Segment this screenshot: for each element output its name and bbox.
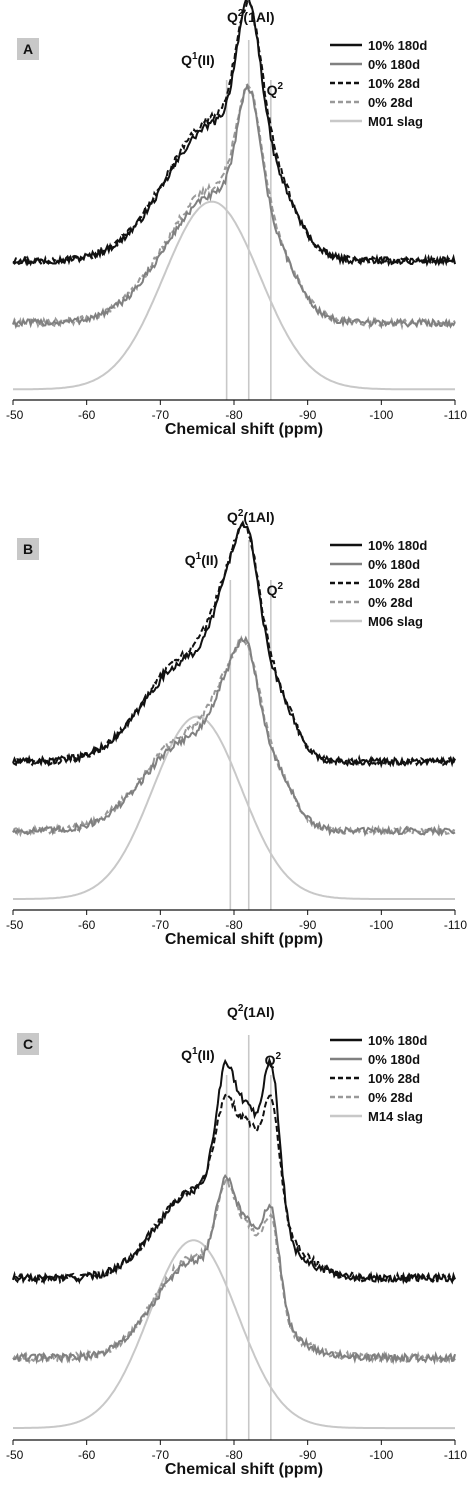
peak-label: Q1(II) (181, 1046, 215, 1063)
x-tick-label: -70 (152, 918, 170, 932)
x-tick-label: -70 (152, 408, 170, 422)
x-tick-label: -50 (6, 408, 24, 422)
x-axis-title: Chemical shift (ppm) (165, 421, 323, 438)
series-line-0-180d (12, 83, 456, 330)
legend-label: 0% 28d (368, 1090, 413, 1105)
x-tick-label: -80 (225, 408, 243, 422)
x-tick-label: -110 (444, 408, 467, 422)
peak-label: Q2 (267, 581, 284, 598)
panel-letter-badge (17, 538, 39, 560)
panel-a: A -50 -60 -70 -80 -90 -100 -110 Chemical shift (… (6, 0, 467, 438)
x-tick-label: -100 (369, 918, 393, 932)
x-tick-label: -50 (6, 918, 24, 932)
x-tick-label: -100 (369, 1448, 393, 1462)
x-tick-label: -50 (6, 1448, 24, 1462)
x-tick-label: -110 (444, 918, 467, 932)
series-line-m01-slag (13, 200, 455, 391)
x-tick-label: -110 (444, 1448, 467, 1462)
series-line-0-180d (12, 1174, 456, 1366)
panel-c: C -50 -60 -70 -80 -90 -100 -110 Chemical shift (… (6, 1003, 467, 1478)
x-tick-label: -80 (225, 918, 243, 932)
x-tick-label: -100 (369, 408, 393, 422)
series-line-m14-slag (13, 1239, 455, 1430)
series-line-0-28d (12, 1177, 456, 1365)
legend-label: 0% 28d (368, 95, 413, 110)
x-tick-label: -90 (299, 408, 317, 422)
peak-label: Q1(II) (185, 551, 219, 568)
peak-label: Q2(1Al) (227, 8, 275, 25)
panel-letter-badge (17, 1033, 39, 1055)
x-tick-label: -90 (299, 918, 317, 932)
x-tick-label: -80 (225, 1448, 243, 1462)
series-line-10-180d (12, 519, 456, 769)
legend-label: 10% 180d (368, 538, 427, 553)
series-line-0-180d (12, 635, 456, 837)
series-line-10-180d (12, 1056, 456, 1285)
legend-label: 0% 28d (368, 595, 413, 610)
x-axis-title: Chemical shift (ppm) (165, 931, 323, 948)
panel-b: B -50 -60 -70 -80 -90 -100 -110 Chemical shift (… (6, 508, 467, 948)
legend-label: 0% 180d (368, 1052, 420, 1067)
legend-label: 10% 180d (368, 38, 427, 53)
legend-label: M01 slag (368, 114, 423, 129)
legend-label: 0% 180d (368, 57, 420, 72)
panel-letter-badge (17, 38, 39, 60)
x-tick-label: -60 (78, 918, 96, 932)
x-tick-label: -60 (78, 408, 96, 422)
x-tick-label: -70 (152, 1448, 170, 1462)
panel-letter: C (23, 1036, 33, 1052)
peak-label: Q2 (267, 81, 284, 98)
legend-label: 0% 180d (368, 557, 420, 572)
peak-label: Q2(1Al) (227, 1003, 275, 1020)
legend-label: 10% 28d (368, 576, 420, 591)
x-tick-label: -90 (299, 1448, 317, 1462)
peak-label: Q1(II) (181, 51, 215, 68)
legend-label: 10% 180d (368, 1033, 427, 1048)
x-axis-title: Chemical shift (ppm) (165, 1461, 323, 1478)
legend-label: 10% 28d (368, 76, 420, 91)
series-line-0-28d (12, 634, 456, 838)
legend-label: M14 slag (368, 1109, 423, 1124)
series-line-10-180d (12, 0, 456, 268)
x-tick-label: -60 (78, 1448, 96, 1462)
panel-letter: B (23, 541, 33, 557)
panel-letter: A (23, 41, 33, 57)
peak-label: Q2 (265, 1051, 282, 1068)
series-line-m06-slag (13, 715, 455, 900)
legend-label: 10% 28d (368, 1071, 420, 1086)
legend-label: M06 slag (368, 614, 423, 629)
peak-label: Q2(1Al) (227, 508, 275, 525)
